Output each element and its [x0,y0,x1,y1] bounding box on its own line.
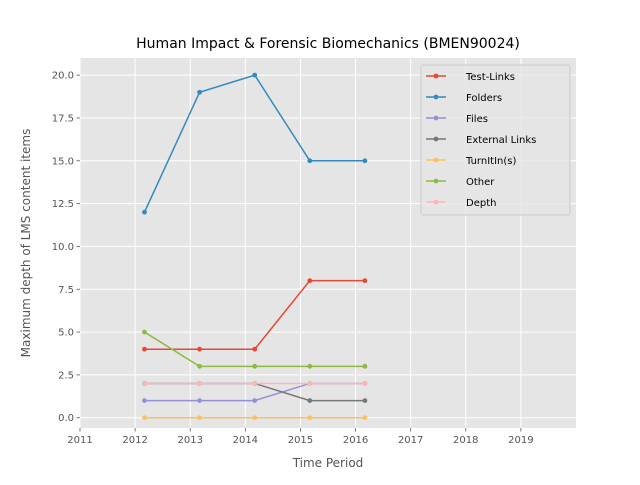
data-point [142,398,147,403]
data-point [197,363,202,369]
x-tick-label: 2014 [233,435,258,446]
legend-box [420,64,571,216]
y-tick-label: 15.0 [52,156,74,167]
data-point [362,381,368,386]
data-point [197,415,202,421]
data-point [307,398,313,403]
data-point [252,381,258,386]
legend-marker [433,199,439,205]
legend-marker [433,115,439,121]
data-point [142,346,147,352]
data-point [252,363,258,369]
data-point [307,415,313,421]
y-tick-label: 20.0 [52,71,74,82]
series-other [142,329,368,369]
axis-ticks: 2011 2012 2013 2014 2015 2016 2017 2018 2019 0.0 2… [52,71,534,446]
x-tick-label: 2016 [343,435,368,446]
data-point [307,381,313,386]
data-point [362,398,368,403]
series-test-links [142,278,368,352]
legend: Test-Links Folders Files External Links Turn… [420,64,571,216]
chart-title: Human Impact & Forensic Biomechanics (BM… [136,36,520,52]
y-tick-label: 17.5 [52,113,74,124]
data-point [142,329,147,335]
y-tick-label: 2.5 [58,370,74,381]
y-tick-label: 5.0 [58,328,74,339]
legend-marker [433,178,439,184]
x-tick-label: 2018 [453,435,478,446]
legend-marker [433,94,439,100]
data-point [197,346,202,352]
data-point [252,72,258,78]
data-point [362,415,368,421]
legend-label: Files [466,114,488,125]
legend-label: External Links [466,135,536,146]
x-axis-title: Time Period [292,456,364,470]
y-tick-label: 7.5 [58,285,74,296]
y-tick-label: 10.0 [52,242,74,253]
x-tick-label: 2019 [508,435,533,446]
legend-label: TurnItIn(s) [465,156,516,167]
data-point [362,363,368,369]
legend-label: Other [466,177,495,188]
legend-marker [433,136,439,142]
data-point [197,398,202,403]
y-tick-label: 0.0 [58,413,74,424]
x-tick-label: 2012 [122,435,147,446]
data-point [252,398,258,403]
data-point [252,346,258,352]
series-turnitin-s [142,415,368,421]
y-tick-label: 12.5 [52,199,74,210]
data-point [252,415,258,421]
data-point [307,158,313,164]
data-point [362,278,368,284]
series-depth [142,381,368,386]
x-tick-label: 2013 [177,435,202,446]
legend-label: Test-Links [465,72,515,83]
data-point [307,278,313,284]
series-layer [142,72,368,421]
legend-marker [433,157,439,163]
data-point [197,381,202,386]
y-axis-title: Maximum depth of LMS content items [19,129,33,358]
data-point [307,363,313,369]
legend-label: Depth [466,198,496,209]
data-point [142,209,147,215]
data-point [197,89,202,95]
data-point [142,415,147,421]
series-folders [142,72,368,215]
legend-label: Folders [466,93,502,104]
x-tick-label: 2017 [398,435,423,446]
x-tick-label: 2011 [67,435,92,446]
x-tick-label: 2015 [288,435,313,446]
legend-marker [433,73,439,79]
data-point [142,381,147,386]
data-point [362,158,368,164]
